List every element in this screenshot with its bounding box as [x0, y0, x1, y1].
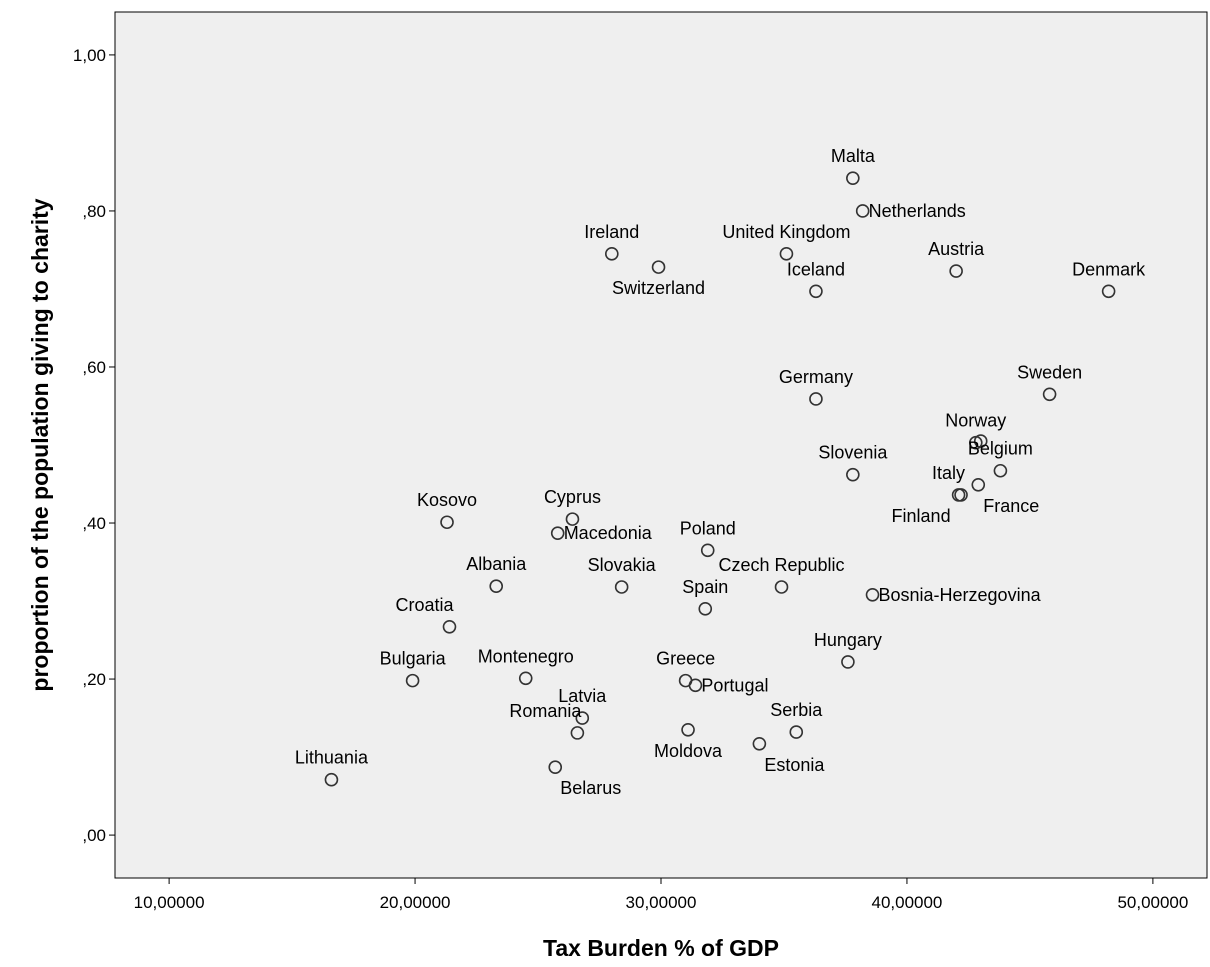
y-tick-label: ,80: [82, 202, 106, 221]
data-point: [324, 772, 339, 787]
data-point: [405, 673, 420, 688]
data-point: [973, 434, 988, 448]
data-point: [489, 579, 504, 594]
data-point: [841, 655, 855, 669]
y-tick-label: ,60: [82, 358, 106, 377]
point-label: Serbia: [770, 700, 823, 720]
x-axis: 10,00000 20,00000 30,00000 40,00000 50,00000: [134, 878, 1188, 912]
data-point: [550, 526, 565, 540]
point-label: Malta: [831, 146, 876, 166]
data-point: [570, 726, 585, 740]
point-label: Latvia: [558, 686, 607, 706]
point-label: Moldova: [654, 741, 723, 761]
point-label: Denmark: [1072, 259, 1146, 279]
x-tick-label: 30,00000: [626, 893, 697, 912]
point-label: Spain: [682, 577, 728, 597]
data-point: [605, 247, 619, 261]
point-label: Norway: [945, 411, 1006, 431]
data-point: [846, 467, 860, 482]
point-label: Slovenia: [818, 443, 888, 463]
point-label: Hungary: [814, 630, 882, 650]
point-label: Ireland: [584, 222, 639, 242]
point-label: Estonia: [764, 755, 825, 775]
point-label: Belgium: [968, 439, 1033, 459]
point-label: Bosnia-Herzegovina: [879, 585, 1042, 605]
data-point: [865, 587, 880, 602]
data-point: [565, 512, 580, 526]
y-axis-title: proportion of the population giving to c…: [27, 198, 53, 691]
x-axis-title: Tax Burden % of GDP: [543, 935, 779, 961]
data-point: [575, 711, 590, 725]
data-point: [809, 284, 823, 299]
data-point: [855, 204, 870, 218]
point-label: Italy: [932, 463, 965, 483]
point-label: Finland: [892, 506, 951, 526]
data-point: [1042, 387, 1057, 402]
data-point: [614, 580, 629, 594]
point-labels: Malta Netherlands Ireland United Kingdom Swi…: [295, 146, 1146, 798]
data-point: [548, 760, 563, 775]
point-label: Switzerland: [612, 278, 705, 298]
y-tick-label: ,40: [82, 514, 106, 533]
point-label: France: [983, 496, 1039, 516]
x-tick-label: 50,00000: [1117, 893, 1188, 912]
data-point: [752, 737, 767, 751]
data-point: [846, 171, 860, 185]
data-point: [774, 580, 789, 594]
data-point: [809, 392, 823, 406]
data-point: [681, 722, 695, 737]
point-label: Macedonia: [564, 523, 653, 543]
data-point: [700, 543, 715, 558]
data-point: [1101, 284, 1116, 299]
data-point: [518, 671, 533, 686]
point-label: Lithuania: [295, 748, 369, 768]
data-point: [971, 477, 986, 492]
plot-area: [114, 11, 1208, 879]
data-point: [688, 678, 703, 693]
point-label: Romania: [509, 701, 582, 721]
data-point: [789, 725, 804, 739]
y-tick-label: ,20: [82, 670, 106, 689]
data-point: [949, 264, 963, 278]
point-label: Portugal: [701, 675, 768, 695]
x-tick-label: 10,00000: [134, 893, 205, 912]
x-tick-label: 40,00000: [871, 893, 942, 912]
data-point: [442, 619, 457, 634]
data-point: [651, 260, 666, 274]
point-label: Poland: [680, 518, 736, 538]
point-label: Montenegro: [478, 646, 574, 666]
data-point: [698, 602, 713, 616]
x-tick-label: 20,00000: [380, 893, 451, 912]
point-label: Cyprus: [544, 487, 601, 507]
data-points: [324, 171, 1116, 787]
point-label: Croatia: [395, 595, 454, 615]
point-label: Austria: [928, 239, 985, 259]
y-tick-label: 1,00: [73, 46, 106, 65]
data-point: [779, 247, 794, 261]
point-label: Czech Republic: [718, 555, 844, 575]
data-point: [951, 488, 966, 502]
point-label: Belarus: [560, 778, 621, 798]
point-label: United Kingdom: [722, 222, 850, 242]
point-label: Kosovo: [417, 490, 477, 510]
point-label: Albania: [466, 554, 527, 574]
data-point: [993, 463, 1008, 478]
point-label: Greece: [656, 649, 715, 669]
point-label: Bulgaria: [380, 649, 447, 669]
point-label: Netherlands: [869, 201, 966, 221]
data-point: [440, 515, 454, 530]
y-tick-label: ,00: [82, 826, 106, 845]
y-axis: ,00 ,20 ,40 ,60 ,80 1,00: [73, 46, 115, 845]
point-label: Iceland: [787, 259, 845, 279]
point-label: Sweden: [1017, 362, 1082, 382]
point-label: Slovakia: [588, 555, 657, 575]
point-label: Germany: [779, 367, 853, 387]
